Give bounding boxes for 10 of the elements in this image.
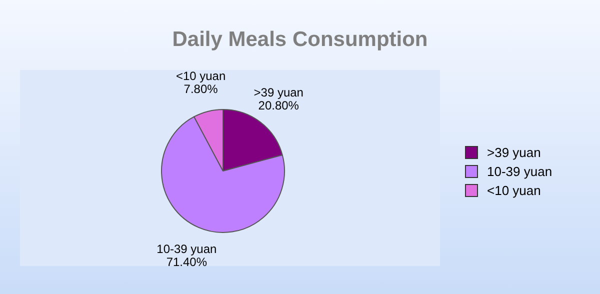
legend-label: <10 yuan xyxy=(487,183,541,198)
chart-title: Daily Meals Consumption xyxy=(171,28,429,52)
data-label: 20.80% xyxy=(258,98,300,112)
slice-label: 10-39 yuan xyxy=(156,242,217,256)
data-label: 71.40% xyxy=(166,254,208,269)
slice-label: >39 yuan xyxy=(254,85,304,100)
legend-label: >39 yuan xyxy=(487,145,541,160)
slice-label: <10 yuan xyxy=(176,69,226,84)
legend-label: 10-39 yuan xyxy=(487,164,552,179)
data-label: 7.80% xyxy=(184,82,218,96)
